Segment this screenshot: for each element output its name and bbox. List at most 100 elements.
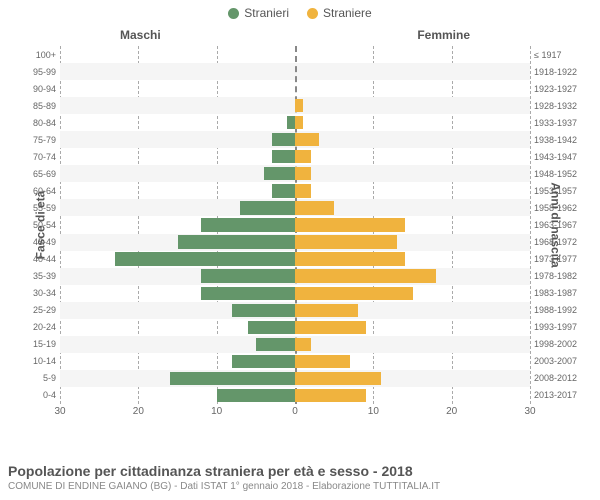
x-tick: 0	[292, 406, 298, 417]
birth-year-label: 1958-1962	[534, 203, 586, 213]
legend-swatch-male	[228, 8, 239, 19]
x-tick: 30	[54, 406, 65, 417]
female-half	[295, 370, 530, 387]
birth-year-label: 1963-1967	[534, 220, 586, 230]
bar-male	[287, 116, 295, 129]
birth-year-label: 1953-1957	[534, 186, 586, 196]
bar-male	[256, 338, 295, 351]
age-row: 90-941923-1927	[60, 80, 530, 97]
male-half	[60, 165, 295, 182]
age-label: 5-9	[20, 373, 56, 383]
male-half	[60, 199, 295, 216]
bar-male	[264, 167, 295, 180]
male-half	[60, 319, 295, 336]
x-tick: 30	[524, 406, 535, 417]
age-label: 100+	[20, 50, 56, 60]
bar-female	[295, 252, 405, 265]
birth-year-label: 1968-1972	[534, 237, 586, 247]
header-male: Maschi	[120, 28, 161, 42]
female-half	[295, 336, 530, 353]
bar-female	[295, 99, 303, 112]
legend-label-male: Stranieri	[244, 6, 289, 20]
x-tick: 10	[368, 406, 379, 417]
legend-label-female: Straniere	[323, 6, 372, 20]
female-half	[295, 319, 530, 336]
female-half	[295, 199, 530, 216]
age-row: 5-92008-2012	[60, 370, 530, 387]
age-row: 55-591958-1962	[60, 199, 530, 216]
age-label: 25-29	[20, 305, 56, 315]
caption: Popolazione per cittadinanza straniera p…	[8, 463, 592, 492]
age-row: 65-691948-1952	[60, 165, 530, 182]
female-half	[295, 285, 530, 302]
male-half	[60, 63, 295, 80]
male-half	[60, 182, 295, 199]
age-label: 85-89	[20, 101, 56, 111]
caption-sub: COMUNE DI ENDINE GAIANO (BG) - Dati ISTA…	[8, 481, 592, 492]
x-tick: 10	[211, 406, 222, 417]
female-half	[295, 131, 530, 148]
male-half	[60, 353, 295, 370]
male-half	[60, 387, 295, 404]
age-row: 35-391978-1982	[60, 268, 530, 285]
age-row: 15-191998-2002	[60, 336, 530, 353]
birth-year-label: 1973-1977	[534, 254, 586, 264]
age-label: 40-44	[20, 254, 56, 264]
age-label: 95-99	[20, 67, 56, 77]
birth-year-label: 1998-2002	[534, 339, 586, 349]
male-half	[60, 46, 295, 63]
male-half	[60, 268, 295, 285]
female-half	[295, 46, 530, 63]
male-half	[60, 370, 295, 387]
birth-year-label: 1928-1932	[534, 101, 586, 111]
age-label: 70-74	[20, 152, 56, 162]
bar-female	[295, 116, 303, 129]
female-half	[295, 63, 530, 80]
birth-year-label: 1988-1992	[534, 305, 586, 315]
birth-year-label: 1938-1942	[534, 135, 586, 145]
age-row: 85-891928-1932	[60, 97, 530, 114]
column-headers: Maschi Femmine	[60, 28, 530, 46]
age-row: 70-741943-1947	[60, 148, 530, 165]
bar-female	[295, 355, 350, 368]
bar-male	[272, 133, 296, 146]
caption-main: Popolazione per cittadinanza straniera p…	[8, 463, 592, 479]
bar-female	[295, 372, 381, 385]
birth-year-label: ≤ 1917	[534, 50, 586, 60]
birth-year-label: 1943-1947	[534, 152, 586, 162]
bar-male	[272, 150, 296, 163]
male-half	[60, 97, 295, 114]
female-half	[295, 97, 530, 114]
bar-male	[232, 355, 295, 368]
age-label: 15-19	[20, 339, 56, 349]
bar-male	[232, 304, 295, 317]
male-half	[60, 234, 295, 251]
age-row: 40-441973-1977	[60, 251, 530, 268]
bar-male	[170, 372, 295, 385]
age-label: 90-94	[20, 84, 56, 94]
female-half	[295, 148, 530, 165]
bar-female	[295, 321, 366, 334]
male-half	[60, 216, 295, 233]
male-half	[60, 336, 295, 353]
grid-line	[530, 46, 531, 404]
female-half	[295, 182, 530, 199]
male-half	[60, 251, 295, 268]
header-female: Femmine	[417, 28, 470, 42]
birth-year-label: 1918-1922	[534, 67, 586, 77]
age-row: 50-541963-1967	[60, 216, 530, 233]
male-half	[60, 285, 295, 302]
birth-year-label: 1948-1952	[534, 169, 586, 179]
age-row: 10-142003-2007	[60, 353, 530, 370]
age-row: 80-841933-1937	[60, 114, 530, 131]
age-row: 75-791938-1942	[60, 131, 530, 148]
bar-female	[295, 338, 311, 351]
legend-item-female: Straniere	[307, 6, 372, 20]
age-label: 35-39	[20, 271, 56, 281]
birth-year-label: 2003-2007	[534, 356, 586, 366]
age-row: 60-641953-1957	[60, 182, 530, 199]
bar-female	[295, 269, 436, 282]
age-label: 55-59	[20, 203, 56, 213]
x-tick: 20	[133, 406, 144, 417]
female-half	[295, 302, 530, 319]
